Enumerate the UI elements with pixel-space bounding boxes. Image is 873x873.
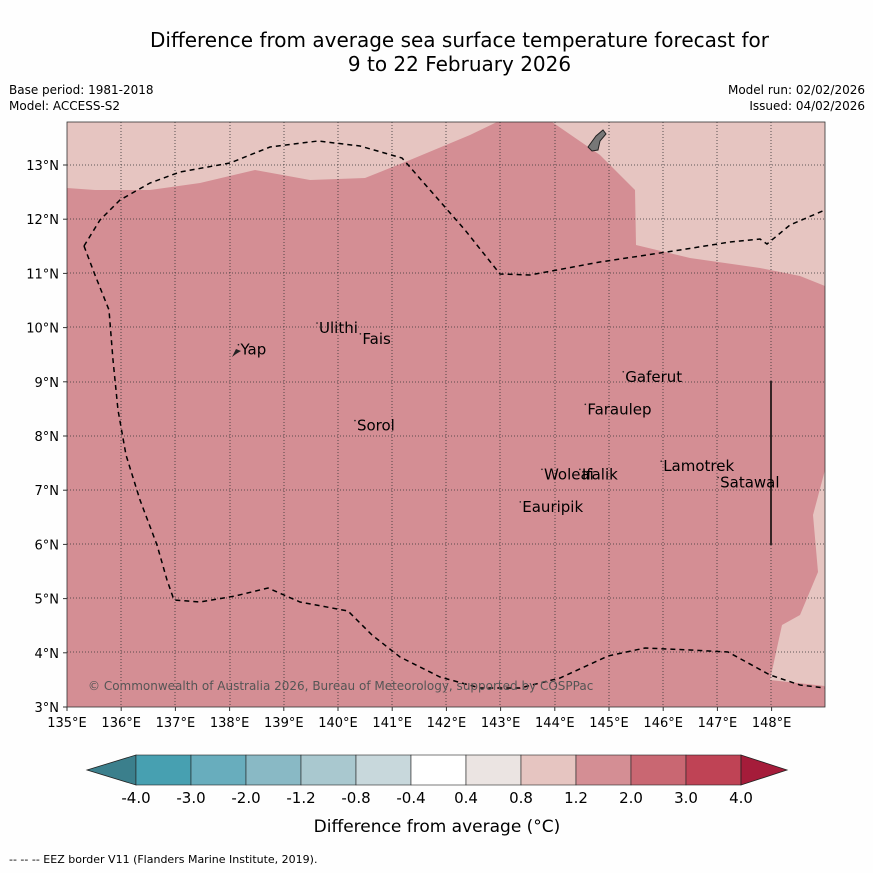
colorbar-extend-high xyxy=(740,754,789,786)
colorbar-bin xyxy=(465,754,522,786)
colorbar-tick-label: -1.2 xyxy=(286,789,315,807)
latitude-ticks: 3°N 4°N 5°N 6°N 7°N 8°N 9°N 10°N 11°N 12°N 13°N xyxy=(26,159,67,716)
lat-tick-label: 12°N xyxy=(26,213,59,228)
colorbar-tick-label: 3.0 xyxy=(674,789,698,807)
place-label: Sorol xyxy=(357,417,395,435)
place-label: Woleai xyxy=(544,465,594,483)
place-label: Satawal xyxy=(720,473,779,491)
colorbar-tick-label: -4.0 xyxy=(121,789,150,807)
meta-right: Model run: 02/02/2026 Issued: 04/02/2026 xyxy=(728,82,865,114)
lat-tick-label: 7°N xyxy=(35,484,60,499)
lon-tick-label: 148°E xyxy=(752,716,792,731)
anomaly-0p8-1p2-region-north xyxy=(67,122,497,190)
colorbar-bin xyxy=(630,754,687,786)
place-label: Fais xyxy=(362,330,391,348)
model-name: Model: ACCESS-S2 xyxy=(9,99,121,113)
colorbar-extend-low xyxy=(85,754,137,786)
anomaly-0p8-1p2-region-southeast xyxy=(770,470,825,686)
lon-tick-label: 143°E xyxy=(481,716,521,731)
place-label: Gaferut xyxy=(625,368,682,386)
place-label: Ifalik xyxy=(582,465,618,483)
lon-tick-label: 141°E xyxy=(372,716,412,731)
colorbar-tick-label: 1.2 xyxy=(564,789,588,807)
colorbar-label: Difference from average (°C) xyxy=(314,817,561,837)
lon-tick-label: 146°E xyxy=(643,716,683,731)
issued-date: Issued: 04/02/2026 xyxy=(749,99,865,113)
grid-lines xyxy=(67,122,825,707)
place-marker xyxy=(359,333,362,335)
colorbar-bin xyxy=(190,754,247,786)
colorbar-bin xyxy=(410,754,467,786)
colorbar-tick-label: 2.0 xyxy=(619,789,643,807)
colorbar-bin xyxy=(245,754,302,786)
place-marker xyxy=(316,322,318,324)
lon-tick-label: 138°E xyxy=(210,716,250,731)
lat-tick-label: 4°N xyxy=(35,647,60,662)
lon-tick-label: 140°E xyxy=(318,716,358,731)
title-line-1: Difference from average sea surface temp… xyxy=(149,28,769,52)
colorbar-bin xyxy=(135,754,192,786)
lon-tick-label: 135°E xyxy=(47,716,87,731)
longitude-ticks: 135°E 136°E 137°E 138°E 139°E 140°E 141°E 142°E… xyxy=(47,707,791,731)
colorbar-tick-label: 0.8 xyxy=(509,789,533,807)
colorbar: -4.0 -3.0 -2.0 -1.2 -0.8 -0.4 0.4 0.8 1.2 2.0 3.0 4… xyxy=(85,754,789,807)
colorbar-bin xyxy=(575,754,632,786)
place-label: Eauripik xyxy=(522,498,583,516)
colorbar-tick-label: 0.4 xyxy=(454,789,478,807)
place-label: Faraulep xyxy=(587,400,651,418)
lat-tick-label: 10°N xyxy=(26,322,59,337)
copyright-notice: © Commonwealth of Australia 2026, Bureau… xyxy=(88,679,593,693)
lon-tick-label: 137°E xyxy=(156,716,196,731)
place-marker xyxy=(519,501,522,503)
meta-left: Base period: 1981-2018 Model: ACCESS-S2 xyxy=(9,82,154,114)
lat-tick-label: 3°N xyxy=(35,701,60,716)
place-marker xyxy=(660,460,662,463)
map-title: Difference from average sea surface temp… xyxy=(0,28,873,76)
yap-island xyxy=(232,349,241,357)
lon-tick-label: 145°E xyxy=(589,716,629,731)
model-run: Model run: 02/02/2026 xyxy=(727,83,865,97)
colorbar-tick-label: -0.4 xyxy=(396,789,425,807)
colorbar-tick-label: -0.8 xyxy=(341,789,370,807)
colorbar-bin xyxy=(355,754,412,786)
colorbar-tick-label: -3.0 xyxy=(176,789,205,807)
lon-tick-label: 139°E xyxy=(264,716,304,731)
lat-tick-label: 8°N xyxy=(35,430,60,445)
lon-tick-label: 144°E xyxy=(535,716,575,731)
colorbar-bin xyxy=(300,754,357,786)
lat-tick-label: 13°N xyxy=(26,159,59,174)
place-marker xyxy=(622,371,625,373)
colorbar-bin xyxy=(685,754,742,786)
lat-tick-label: 6°N xyxy=(35,538,60,553)
lon-tick-label: 147°E xyxy=(698,716,738,731)
guam-island xyxy=(587,129,607,152)
place-marker xyxy=(237,343,240,346)
lat-tick-label: 5°N xyxy=(35,593,60,608)
base-period: Base period: 1981-2018 xyxy=(9,83,154,97)
lat-tick-label: 9°N xyxy=(35,376,60,391)
colorbar-tick-label: -2.0 xyxy=(231,789,260,807)
place-marker xyxy=(584,403,587,406)
title-line-2: 9 to 22 February 2026 xyxy=(347,52,572,76)
place-marker xyxy=(354,419,356,422)
place-marker xyxy=(717,476,719,479)
anomaly-0p8-1p2-region-northeast xyxy=(552,122,825,286)
lon-tick-label: 142°E xyxy=(427,716,467,731)
eez-border-north xyxy=(83,140,825,276)
eez-legend-footer: -- -- -- EEZ border V11 (Flanders Marine… xyxy=(9,853,318,866)
lat-tick-label: 11°N xyxy=(26,267,59,282)
colorbar-tick-label: 4.0 xyxy=(729,789,753,807)
lon-tick-label: 136°E xyxy=(101,716,141,731)
eez-border-fsm xyxy=(83,245,825,689)
place-label: Yap xyxy=(239,341,266,359)
place-marker xyxy=(541,468,543,471)
place-marker xyxy=(579,468,581,471)
colorbar-bin xyxy=(520,754,577,786)
place-label: Lamotrek xyxy=(663,457,734,475)
map-area: © Commonwealth of Australia 2026, Bureau… xyxy=(67,122,825,707)
place-label: Ulithi xyxy=(319,319,358,337)
